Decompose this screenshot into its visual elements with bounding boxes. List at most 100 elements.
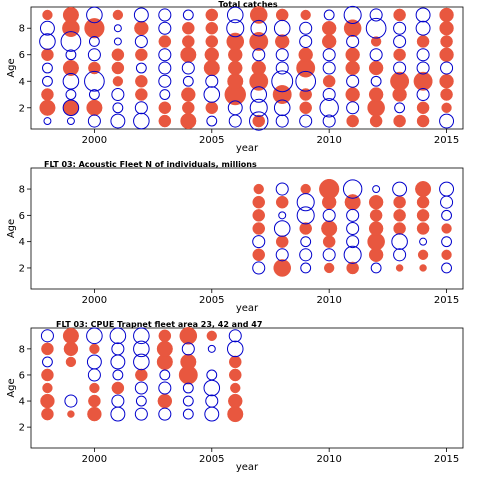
positive-residual-bubble	[368, 60, 384, 76]
negative-residual-bubble	[249, 98, 268, 117]
positive-residual-bubble	[67, 410, 75, 418]
positive-residual-bubble	[441, 102, 452, 113]
positive-residual-bubble	[156, 340, 173, 357]
positive-residual-bubble	[135, 74, 148, 88]
negative-residual-bubble	[133, 340, 150, 358]
panel-title: Total catches	[218, 0, 277, 9]
negative-residual-bubble	[370, 262, 382, 274]
negative-residual-bubble	[88, 89, 100, 100]
negative-residual-bubble	[295, 70, 317, 92]
positive-residual-bubble	[252, 222, 266, 235]
negative-residual-bubble	[134, 407, 148, 421]
positive-residual-bubble	[203, 59, 220, 77]
positive-residual-bubble	[204, 47, 219, 62]
negative-residual-bubble	[346, 101, 360, 115]
positive-residual-bubble	[368, 221, 384, 236]
negative-residual-bubble	[182, 382, 194, 394]
positive-residual-bubble	[112, 9, 124, 21]
negative-residual-bubble	[323, 9, 335, 21]
y-tick-label: 6	[19, 50, 25, 61]
negative-residual-bubble	[203, 379, 221, 397]
positive-residual-bubble	[344, 194, 361, 211]
negative-residual-bubble	[182, 9, 194, 21]
negative-residual-bubble	[133, 353, 150, 371]
x-tick-label: 2015	[434, 135, 459, 146]
negative-residual-bubble	[182, 408, 194, 420]
positive-residual-bubble	[416, 35, 430, 48]
positive-residual-bubble	[319, 178, 340, 200]
positive-residual-bubble	[439, 21, 454, 36]
negative-residual-bubble	[181, 61, 195, 75]
positive-residual-bubble	[440, 88, 453, 101]
negative-residual-bubble	[158, 61, 172, 75]
positive-residual-bubble	[251, 60, 266, 76]
positive-residual-bubble	[252, 209, 266, 222]
negative-residual-bubble	[206, 115, 218, 127]
negative-residual-bubble	[42, 75, 53, 87]
positive-residual-bubble	[395, 264, 404, 272]
negative-residual-bubble	[252, 261, 266, 275]
plot-frame	[30, 6, 464, 130]
negative-residual-bubble	[441, 209, 452, 221]
x-tick-label: 2010	[316, 295, 341, 306]
positive-residual-bubble	[41, 368, 54, 382]
negative-residual-bubble	[112, 369, 124, 381]
positive-residual-bubble	[300, 9, 311, 21]
negative-residual-bubble	[159, 369, 171, 381]
negative-residual-bubble	[322, 48, 336, 62]
positive-residual-bubble	[41, 342, 54, 356]
positive-residual-bubble	[299, 222, 312, 235]
positive-residual-bubble	[416, 222, 430, 235]
positive-residual-bubble	[63, 341, 79, 357]
positive-residual-bubble	[441, 249, 452, 260]
negative-residual-bubble	[86, 354, 102, 370]
positive-residual-bubble	[182, 101, 195, 115]
negative-residual-bubble	[111, 88, 125, 102]
negative-residual-bubble	[249, 111, 269, 131]
positive-residual-bubble	[252, 195, 266, 209]
negative-residual-bubble	[271, 70, 294, 93]
negative-residual-bubble	[299, 21, 313, 35]
positive-residual-bubble	[253, 183, 264, 195]
positive-residual-bubble	[439, 74, 454, 89]
positive-residual-bubble	[158, 329, 172, 343]
negative-residual-bubble	[278, 211, 287, 220]
positive-residual-bubble	[88, 394, 101, 408]
positive-residual-bubble	[42, 9, 53, 21]
negative-residual-bubble	[158, 21, 172, 35]
negative-residual-bubble	[60, 31, 82, 52]
y-tick-label: 2	[19, 103, 25, 114]
negative-residual-bubble	[39, 33, 56, 50]
negative-residual-bubble	[158, 8, 172, 22]
positive-residual-bubble	[415, 181, 432, 198]
negative-residual-bubble	[182, 75, 194, 87]
positive-residual-bubble	[298, 47, 313, 62]
negative-residual-bubble	[133, 7, 149, 23]
positive-residual-bubble	[368, 87, 384, 102]
negative-residual-bubble	[228, 114, 242, 128]
positive-residual-bubble	[89, 343, 100, 355]
negative-residual-bubble	[440, 61, 454, 75]
negative-residual-bubble	[346, 34, 360, 48]
negative-residual-bubble	[299, 34, 313, 48]
negative-residual-bubble	[226, 19, 245, 38]
negative-residual-bubble	[203, 86, 221, 103]
negative-residual-bubble	[319, 98, 339, 118]
positive-residual-bubble	[322, 74, 336, 88]
panel-title: FLT 03: Acoustic Fleet N of individuals,…	[44, 160, 257, 169]
positive-residual-bubble	[40, 393, 55, 409]
positive-residual-bubble	[416, 114, 430, 128]
negative-residual-bubble	[393, 248, 407, 262]
positive-residual-bubble	[205, 8, 219, 22]
positive-residual-bubble	[367, 99, 385, 117]
negative-residual-bubble	[273, 99, 291, 117]
y-tick-label: 4	[19, 397, 25, 408]
negative-residual-bubble	[87, 114, 101, 128]
positive-residual-bubble	[87, 406, 102, 422]
negative-residual-bubble	[158, 74, 172, 88]
positive-residual-bubble	[249, 32, 269, 51]
positive-residual-bubble	[228, 60, 243, 76]
negative-residual-bubble	[346, 74, 360, 88]
positive-residual-bubble	[112, 76, 124, 87]
